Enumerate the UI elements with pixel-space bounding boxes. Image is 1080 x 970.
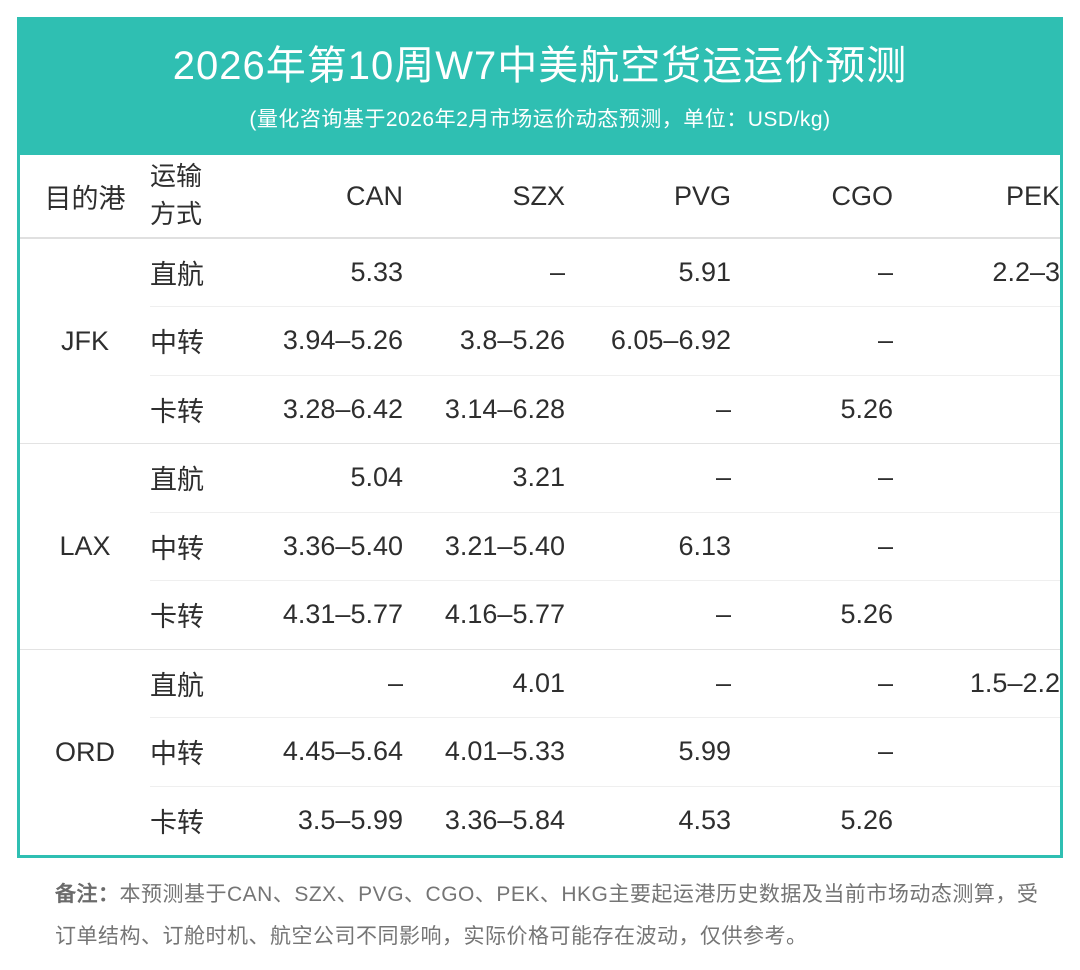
rate-cell: –: [731, 511, 893, 581]
col-header-destination: 目的港: [20, 155, 150, 239]
rate-cell: [893, 717, 1060, 786]
table-row: JFK 直航 5.33 – 5.91 – 2.2–3: [20, 237, 1060, 444]
rate-table: 目的港 运输方式 CAN SZX PVG CGO PEK JFK 直航 5.33…: [20, 155, 1060, 855]
rate-cell: –: [565, 443, 731, 512]
rate-cell: 4.53: [565, 785, 731, 855]
mode-cell: 中转: [150, 511, 255, 581]
card-banner: 2026年第10周W7中美航空货运运价预测 (量化咨询基于2026年2月市场运价…: [20, 20, 1060, 155]
table-row: 中转 3.36–5.40 3.21–5.40 6.13 –: [20, 511, 1060, 581]
col-header-pek: PEK: [893, 155, 1060, 239]
rate-cell: 3.94–5.26: [255, 306, 403, 375]
table-row: 中转 3.94–5.26 3.8–5.26 6.05–6.92 –: [20, 306, 1060, 375]
rate-cell: 5.91: [565, 237, 731, 307]
footer-note-label: 备注：: [55, 882, 120, 906]
rate-cell: –: [565, 648, 731, 718]
table-header: 目的港 运输方式 CAN SZX PVG CGO PEK: [20, 155, 1060, 239]
rate-cell: 3.21–5.40: [403, 511, 565, 581]
rate-cell: [893, 511, 1060, 581]
footer-note: 备注：本预测基于CAN、SZX、PVG、CGO、PEK、HKG主要起运港历史数据…: [55, 874, 1055, 958]
rate-cell: 4.01–5.33: [403, 717, 565, 786]
rate-cell: 4.01: [403, 648, 565, 718]
table-row: 卡转 3.5–5.99 3.36–5.84 4.53 5.26: [20, 785, 1060, 855]
mode-cell: 直航: [150, 443, 255, 512]
rate-cell: –: [731, 648, 893, 718]
rate-cell: 4.31–5.77: [255, 580, 403, 649]
rate-cell: –: [731, 237, 893, 307]
table-row: ORD 直航 – 4.01 – – 1.5–2.2: [20, 648, 1060, 855]
destination-cell-ord: ORD: [20, 648, 150, 855]
rate-cell: 6.05–6.92: [565, 306, 731, 375]
footer-note-text: 本预测基于CAN、SZX、PVG、CGO、PEK、HKG主要起运港历史数据及当前…: [55, 882, 1039, 948]
table-row: 卡转 4.31–5.77 4.16–5.77 – 5.26: [20, 580, 1060, 649]
rate-cell: –: [565, 580, 731, 649]
table-row: 中转 4.45–5.64 4.01–5.33 5.99 –: [20, 717, 1060, 786]
rate-cell: 5.26: [731, 374, 893, 444]
rate-cell: [893, 443, 1060, 512]
rate-cell: 4.16–5.77: [403, 580, 565, 649]
rate-cell: –: [731, 306, 893, 375]
rate-forecast-card: 2026年第10周W7中美航空货运运价预测 (量化咨询基于2026年2月市场运价…: [17, 17, 1063, 858]
destination-cell-jfk: JFK: [20, 237, 150, 444]
page-subtitle: (量化咨询基于2026年2月市场运价动态预测，单位：USD/kg): [249, 108, 831, 131]
rate-cell: [893, 306, 1060, 375]
table-row: 卡转 3.28–6.42 3.14–6.28 – 5.26: [20, 374, 1060, 444]
col-header-can: CAN: [255, 155, 403, 239]
rate-cell: 1.5–2.2: [893, 648, 1060, 718]
mode-cell: 卡转: [150, 580, 255, 649]
col-header-pvg: PVG: [565, 155, 731, 239]
rate-cell: –: [255, 648, 403, 718]
mode-cell: 卡转: [150, 785, 255, 855]
table-row: LAX 直航 5.04 3.21 – –: [20, 443, 1060, 649]
rate-cell: 5.26: [731, 580, 893, 649]
rate-cell: –: [403, 237, 565, 307]
mode-cell: 直航: [150, 237, 255, 307]
rate-cell: 3.5–5.99: [255, 785, 403, 855]
rate-cell: 3.36–5.84: [403, 785, 565, 855]
rate-cell: 3.28–6.42: [255, 374, 403, 444]
col-header-transport-mode: 运输方式: [150, 155, 255, 239]
rate-cell: –: [731, 443, 893, 512]
rate-cell: [893, 785, 1060, 855]
rate-cell: 5.33: [255, 237, 403, 307]
mode-cell: 中转: [150, 306, 255, 375]
rate-cell: 2.2–3: [893, 237, 1060, 307]
rate-cell: 4.45–5.64: [255, 717, 403, 786]
rate-cell: –: [731, 717, 893, 786]
page-title: 2026年第10周W7中美航空货运运价预测: [172, 44, 908, 88]
mode-cell: 中转: [150, 717, 255, 786]
rate-cell: 3.8–5.26: [403, 306, 565, 375]
rate-cell: 5.26: [731, 785, 893, 855]
destination-cell-lax: LAX: [20, 443, 150, 649]
rate-cell: 3.14–6.28: [403, 374, 565, 444]
rate-cell: 6.13: [565, 511, 731, 581]
mode-cell: 直航: [150, 648, 255, 718]
col-header-cgo: CGO: [731, 155, 893, 239]
rate-cell: [893, 374, 1060, 444]
rate-cell: 5.04: [255, 443, 403, 512]
col-header-szx: SZX: [403, 155, 565, 239]
rate-cell: –: [565, 374, 731, 444]
rate-cell: 3.36–5.40: [255, 511, 403, 581]
rate-cell: 5.99: [565, 717, 731, 786]
rate-cell: 3.21: [403, 443, 565, 512]
mode-cell: 卡转: [150, 374, 255, 444]
header-row: 目的港 运输方式 CAN SZX PVG CGO PEK: [20, 155, 1060, 239]
rate-cell: [893, 580, 1060, 649]
